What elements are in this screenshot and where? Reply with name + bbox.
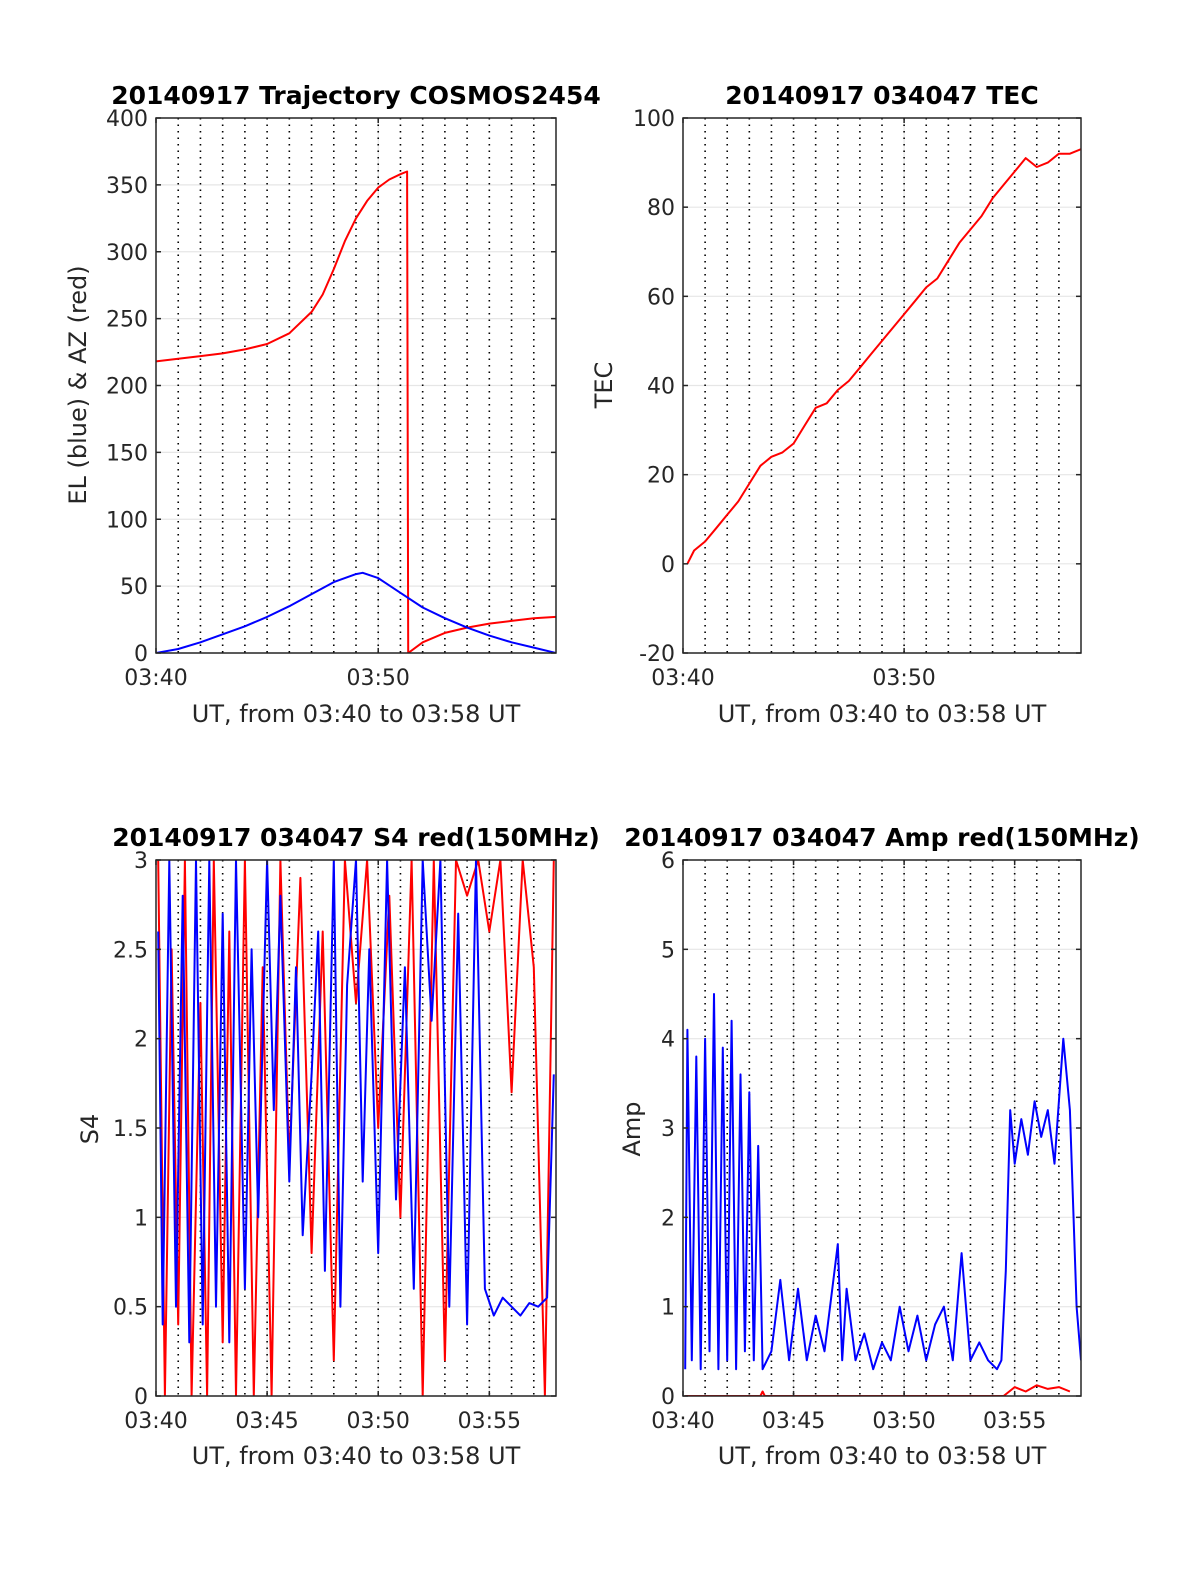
s4-xlabel: UT, from 03:40 to 03:58 UT — [192, 1442, 521, 1470]
s4-xtick-label: 03:45 — [235, 1409, 298, 1434]
trajectory-series-group — [156, 170, 556, 653]
amp-xtick-label: 03:50 — [872, 1409, 935, 1434]
trajectory-series-blue — [156, 571, 556, 653]
trajectory-ylabel: EL (blue) & AZ (red) — [64, 265, 92, 504]
tec-series-group — [686, 148, 1081, 565]
s4-xtick-label: 03:50 — [347, 1409, 410, 1434]
s4-series-blue — [157, 860, 555, 1344]
amp-xtick-label: 03:55 — [983, 1409, 1046, 1434]
s4-ytick-label: 1.5 — [113, 1117, 148, 1142]
tec-xtick-label: 03:40 — [651, 666, 714, 691]
amp-title: 20140917 034047 Amp red(150MHz) — [624, 823, 1140, 852]
amp-xlabel: UT, from 03:40 to 03:58 UT — [718, 1442, 1047, 1470]
amp-ytick-label: 1 — [661, 1296, 675, 1321]
trajectory-ytick-label: 0 — [134, 642, 148, 667]
tec-series-red — [686, 148, 1081, 565]
tec-ytick-label: -20 — [639, 642, 675, 667]
trajectory-ytick-label: 300 — [106, 241, 148, 266]
s4-series-group — [157, 860, 555, 1396]
amp-ytick-label: 0 — [661, 1385, 675, 1410]
s4-plot-area: 0 0.5 1 1.5 2 2.5 3 03:40 03:45 03:50 03:55 — [113, 849, 557, 1434]
chart-trajectory: 0 50 100 150 200 250 300 350 400 03:40 03:50 20140… — [64, 81, 601, 728]
s4-ytick-label: 0 — [134, 1385, 148, 1410]
s4-ytick-label: 2 — [134, 1028, 148, 1053]
amp-ytick-label: 4 — [661, 1028, 675, 1053]
s4-ytick-label: 1 — [134, 1206, 148, 1231]
trajectory-plot-area: 0 50 100 150 200 250 300 350 400 03:40 03:50 — [106, 107, 557, 691]
chart-amp: 0 1 2 3 4 5 6 03:40 03:45 03:50 03:55 20140917 034… — [618, 823, 1140, 1470]
amp-ytick-label: 2 — [661, 1206, 675, 1231]
amp-series-blue — [684, 993, 1081, 1371]
tec-ytick-label: 60 — [647, 285, 675, 310]
s4-ylabel: S4 — [76, 1114, 104, 1145]
amp-xtick-label: 03:45 — [762, 1409, 825, 1434]
trajectory-ytick-label: 100 — [106, 508, 148, 533]
trajectory-ytick-label: 50 — [120, 575, 148, 600]
tec-xtick-label: 03:50 — [872, 666, 935, 691]
trajectory-ytick-label: 200 — [106, 375, 148, 400]
tec-ytick-label: 0 — [661, 553, 675, 578]
amp-ytick-label: 5 — [661, 938, 675, 963]
s4-ytick-label: 0.5 — [113, 1296, 148, 1321]
chart-s4: 0 0.5 1 1.5 2 2.5 3 03:40 03:45 03:50 03:55 201409… — [76, 823, 600, 1470]
tec-ytick-label: 40 — [647, 375, 675, 400]
amp-series-red — [685, 1384, 1071, 1396]
tec-title: 20140917 034047 TEC — [725, 81, 1038, 110]
trajectory-ytick-label: 350 — [106, 174, 148, 199]
tec-ytick-label: 20 — [647, 464, 675, 489]
trajectory-title: 20140917 Trajectory COSMOS2454 — [111, 81, 601, 110]
tec-ylabel: TEC — [590, 362, 618, 410]
s4-xtick-label: 03:55 — [458, 1409, 521, 1434]
trajectory-ytick-label: 150 — [106, 441, 148, 466]
trajectory-xlabel: UT, from 03:40 to 03:58 UT — [192, 700, 521, 728]
tec-ytick-label: 100 — [633, 107, 675, 132]
trajectory-ytick-label: 250 — [106, 308, 148, 333]
amp-ylabel: Amp — [618, 1101, 646, 1156]
s4-ytick-label: 3 — [134, 849, 148, 874]
amp-ytick-label: 6 — [661, 849, 675, 874]
trajectory-xtick-label: 03:50 — [347, 666, 410, 691]
s4-xtick-label: 03:40 — [124, 1409, 187, 1434]
amp-plot-area: 0 1 2 3 4 5 6 03:40 03:45 03:50 03:55 — [651, 849, 1082, 1434]
s4-ytick-label: 2.5 — [113, 938, 148, 963]
tec-ytick-label: 80 — [647, 196, 675, 221]
chart-tec: -20 0 20 40 60 80 100 03:40 03:50 20140917 03404… — [590, 81, 1082, 728]
tec-xlabel: UT, from 03:40 to 03:58 UT — [718, 700, 1047, 728]
amp-xtick-label: 03:40 — [651, 1409, 714, 1434]
s4-title: 20140917 034047 S4 red(150MHz) — [112, 823, 600, 852]
tec-plot-area: -20 0 20 40 60 80 100 03:40 03:50 — [633, 107, 1082, 691]
trajectory-xtick-label: 03:40 — [124, 666, 187, 691]
amp-series-group — [684, 993, 1081, 1396]
trajectory-ytick-label: 400 — [106, 107, 148, 132]
amp-ytick-label: 3 — [661, 1117, 675, 1142]
